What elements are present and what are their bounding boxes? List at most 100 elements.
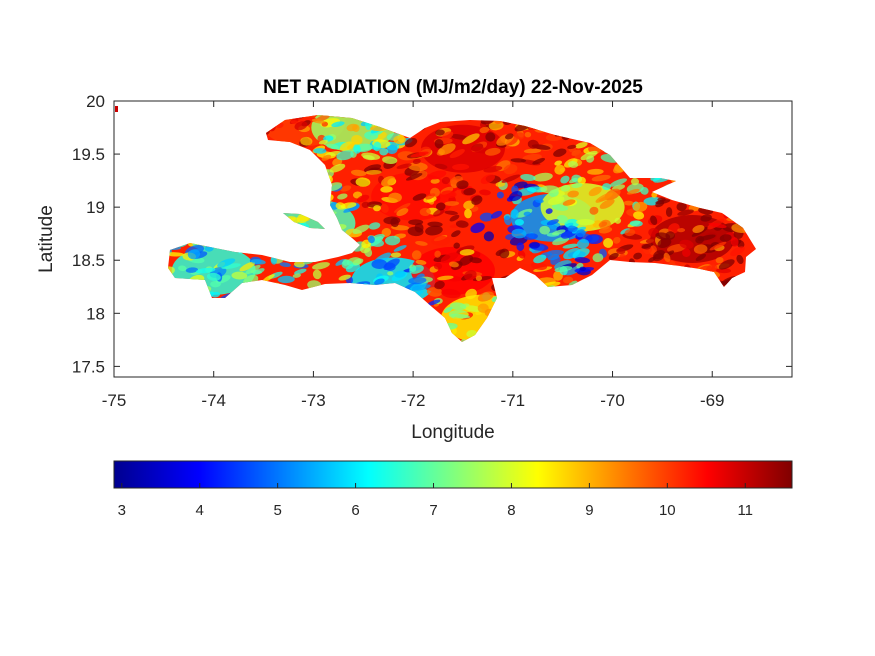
- field-speckle: [312, 269, 322, 280]
- field-speckle: [412, 193, 427, 201]
- field-speckle: [394, 270, 406, 278]
- field-speckle: [577, 176, 586, 185]
- field-speckle: [443, 306, 453, 313]
- field-speckle: [477, 291, 494, 302]
- field-speckle: [580, 150, 598, 161]
- field-speckle: [465, 288, 477, 300]
- field-speckle: [626, 188, 640, 195]
- field-speckle: [449, 214, 460, 222]
- field-speckle: [475, 275, 483, 282]
- field-speckle: [380, 186, 393, 193]
- field-speckle: [574, 151, 588, 159]
- field-speckle: [539, 225, 551, 235]
- field-speckle: [581, 223, 597, 232]
- field-speckle: [383, 216, 401, 225]
- field-speckle: [648, 256, 656, 263]
- field-speckle: [595, 192, 613, 203]
- field-speckle: [380, 203, 389, 213]
- field-speckle: [574, 257, 591, 264]
- field-speckle: [471, 206, 479, 212]
- colorbar-tick-label: 10: [659, 502, 676, 519]
- isolated-pixel: [115, 106, 118, 112]
- field-speckle: [411, 250, 422, 260]
- field-speckle: [668, 223, 680, 234]
- field-speckle: [682, 248, 691, 258]
- field-speckle: [434, 250, 441, 258]
- field-speckle: [463, 305, 482, 312]
- field-speckle: [221, 263, 241, 270]
- field-speckle: [730, 237, 739, 247]
- field-speckle: [562, 276, 574, 284]
- field-speckle: [567, 161, 579, 168]
- field-speckle: [382, 156, 398, 164]
- field-speckle: [479, 126, 490, 134]
- field-speckle: [409, 264, 424, 274]
- y-tick-label: 20: [86, 92, 105, 111]
- field-speckle: [434, 280, 445, 290]
- field-speckle: [562, 243, 579, 249]
- field-speckle: [471, 195, 483, 205]
- y-tick-label: 19: [86, 198, 105, 217]
- y-tick-label: 18.5: [72, 251, 105, 270]
- field-speckle: [614, 217, 622, 224]
- field-speckle: [440, 252, 459, 263]
- x-tick-label: -70: [600, 391, 625, 410]
- field-speckle: [277, 275, 295, 284]
- field-speckle: [441, 190, 457, 199]
- colorbar-tick-label: 7: [429, 502, 437, 519]
- field-speckle: [653, 250, 666, 260]
- field-speckle: [655, 232, 671, 240]
- field-speckle: [579, 266, 586, 271]
- field-speckle: [292, 273, 301, 278]
- field-speckle: [427, 221, 443, 228]
- field-speckle: [294, 268, 307, 275]
- field-speckle: [509, 235, 528, 246]
- field-speckle: [567, 144, 577, 150]
- field-speckle: [633, 211, 645, 220]
- field-speckle: [564, 218, 579, 229]
- colorbar-tick-label: 6: [351, 502, 359, 519]
- field-speckle: [623, 200, 634, 206]
- field-speckle: [563, 248, 581, 260]
- field-speckle: [540, 185, 560, 194]
- field-speckle: [523, 211, 531, 217]
- field-speckle: [608, 252, 619, 260]
- field-speckle: [508, 191, 523, 202]
- field-speckle: [576, 219, 595, 226]
- field-speckle: [551, 229, 566, 236]
- field-speckle: [388, 192, 402, 203]
- field-speckle: [412, 158, 421, 165]
- field-speckle: [524, 131, 532, 138]
- field-speckle: [356, 194, 370, 203]
- field-speckle: [343, 204, 360, 213]
- field-speckle: [591, 174, 611, 182]
- field-speckle: [353, 144, 361, 154]
- field-speckle: [231, 271, 248, 280]
- colorbar-tick-label: 5: [273, 502, 281, 519]
- field-speckle: [585, 234, 603, 245]
- field-speckle: [529, 241, 540, 249]
- field-speckle: [630, 177, 639, 186]
- chart-title: NET RADIATION (MJ/m2/day) 22-Nov-2025: [263, 77, 643, 98]
- field-speckle: [329, 163, 346, 173]
- field-speckle: [576, 229, 586, 238]
- field-speckle: [321, 154, 332, 161]
- field-speckle: [663, 252, 671, 263]
- field-speckle: [372, 233, 385, 241]
- field-speckle: [365, 169, 382, 175]
- field-speckle: [592, 253, 604, 263]
- field-speckle: [427, 299, 441, 306]
- field-speckle: [415, 259, 427, 265]
- field-speckle: [442, 131, 454, 140]
- field-speckle: [371, 259, 388, 269]
- field-speckle: [515, 132, 525, 140]
- field-speckle: [587, 168, 604, 175]
- field-speckle: [715, 267, 732, 274]
- field-speckle: [364, 131, 379, 140]
- field-speckle: [463, 187, 476, 196]
- field-speckle: [373, 205, 381, 212]
- field-speckle: [195, 267, 216, 274]
- field-speckle: [245, 264, 261, 275]
- field-speckle: [665, 207, 673, 217]
